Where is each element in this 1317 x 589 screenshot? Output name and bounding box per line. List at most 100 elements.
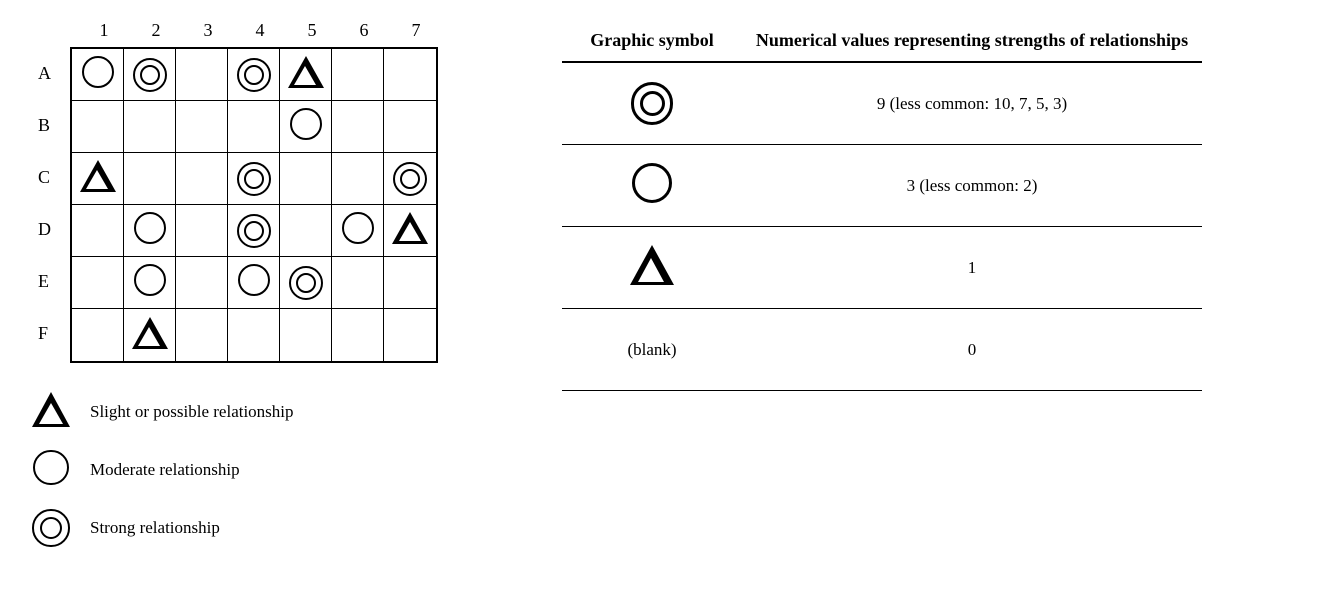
page-container: 1234567 ABCDEF Slight or possible relati… xyxy=(30,20,1287,565)
triangle-icon xyxy=(80,160,116,197)
matrix-cell xyxy=(228,205,280,257)
circle-icon xyxy=(134,212,166,249)
matrix-cell xyxy=(72,49,124,101)
value-table-row: 1 xyxy=(562,227,1202,309)
matrix-cell xyxy=(280,49,332,101)
matrix-cell xyxy=(280,101,332,153)
matrix-cell xyxy=(124,205,176,257)
matrix-cell xyxy=(124,257,176,309)
value-table-body: 9 (less common: 10, 7, 5, 3) 3 (less comm… xyxy=(562,63,1202,391)
column-headers: 1234567 xyxy=(78,20,442,41)
triangle-icon xyxy=(392,212,428,249)
matrix-cell xyxy=(384,257,436,309)
matrix-cell xyxy=(124,153,176,205)
double-circle-icon xyxy=(237,214,271,248)
circle-icon xyxy=(632,163,672,208)
legend-row: Slight or possible relationship xyxy=(30,391,442,433)
column-header: 6 xyxy=(338,20,390,41)
row-header: C xyxy=(30,151,70,203)
value-table-row: 9 (less common: 10, 7, 5, 3) xyxy=(562,63,1202,145)
legend-label: Strong relationship xyxy=(90,518,220,538)
double-circle-icon xyxy=(133,58,167,92)
value-table-symbol-cell: (blank) xyxy=(562,340,742,360)
value-table-value: 9 (less common: 10, 7, 5, 3) xyxy=(742,94,1202,114)
matrix-cell xyxy=(332,101,384,153)
legend: Slight or possible relationship Moderate … xyxy=(30,391,442,549)
row-headers: ABCDEF xyxy=(30,47,70,363)
matrix-cell xyxy=(124,309,176,361)
row-header: E xyxy=(30,255,70,307)
matrix-cell xyxy=(176,153,228,205)
column-header: 7 xyxy=(390,20,442,41)
matrix-cell xyxy=(280,153,332,205)
row-header: D xyxy=(30,203,70,255)
right-panel: Graphic symbol Numerical values represen… xyxy=(562,20,1287,391)
matrix-cell xyxy=(176,49,228,101)
column-header: 1 xyxy=(78,20,130,41)
row-header: A xyxy=(30,47,70,99)
matrix-cell xyxy=(176,309,228,361)
circle-icon xyxy=(342,212,374,249)
circle-icon xyxy=(290,108,322,145)
matrix-cell xyxy=(384,101,436,153)
matrix-cell xyxy=(280,309,332,361)
matrix-cell xyxy=(72,257,124,309)
double-circle-icon xyxy=(289,266,323,300)
value-table-row: (blank) 0 xyxy=(562,309,1202,391)
matrix-cell xyxy=(228,309,280,361)
row-header: B xyxy=(30,99,70,151)
column-header: 2 xyxy=(130,20,182,41)
legend-row: Strong relationship xyxy=(30,507,442,549)
header-symbol: Graphic symbol xyxy=(562,30,742,51)
matrix-cell xyxy=(384,205,436,257)
value-table-symbol-cell xyxy=(562,163,742,208)
matrix-cell xyxy=(228,257,280,309)
matrix-cell xyxy=(72,101,124,153)
matrix-cell xyxy=(384,309,436,361)
legend-icon-slot xyxy=(30,391,72,433)
matrix-cell xyxy=(332,257,384,309)
matrix-cell xyxy=(124,101,176,153)
triangle-icon xyxy=(132,317,168,354)
matrix-cell xyxy=(228,153,280,205)
double-circle-icon xyxy=(237,58,271,92)
matrix-cell xyxy=(72,309,124,361)
circle-icon xyxy=(33,450,68,490)
matrix-cell xyxy=(72,153,124,205)
legend-icon-slot xyxy=(30,449,72,491)
matrix-cell xyxy=(176,101,228,153)
legend-icon-slot xyxy=(30,507,72,549)
double-circle-icon xyxy=(237,162,271,196)
value-table-symbol-cell xyxy=(562,82,742,125)
matrix-cell xyxy=(332,49,384,101)
left-panel: 1234567 ABCDEF Slight or possible relati… xyxy=(30,20,442,565)
value-table-value: 1 xyxy=(742,258,1202,278)
legend-row: Moderate relationship xyxy=(30,449,442,491)
matrix-cell xyxy=(280,205,332,257)
header-value: Numerical values representing strengths … xyxy=(742,30,1202,51)
column-header: 3 xyxy=(182,20,234,41)
matrix-cell xyxy=(228,101,280,153)
matrix-cell xyxy=(280,257,332,309)
blank-text: (blank) xyxy=(627,340,676,360)
matrix-cell xyxy=(384,153,436,205)
value-table-symbol-cell xyxy=(562,245,742,290)
matrix-cell xyxy=(332,309,384,361)
triangle-icon xyxy=(630,245,674,290)
value-table-value: 3 (less common: 2) xyxy=(742,176,1202,196)
value-table-value: 0 xyxy=(742,340,1202,360)
matrix-cell xyxy=(72,205,124,257)
triangle-icon xyxy=(32,392,70,432)
matrix-cell xyxy=(124,49,176,101)
circle-icon xyxy=(238,264,270,301)
value-table-header: Graphic symbol Numerical values represen… xyxy=(562,30,1202,63)
column-header: 5 xyxy=(286,20,338,41)
matrix-cell xyxy=(228,49,280,101)
double-circle-icon xyxy=(393,162,427,196)
value-table: Graphic symbol Numerical values represen… xyxy=(562,30,1202,391)
matrix-block: ABCDEF xyxy=(30,47,442,363)
matrix-cell xyxy=(384,49,436,101)
matrix-cell xyxy=(332,205,384,257)
legend-label: Moderate relationship xyxy=(90,460,240,480)
double-circle-icon xyxy=(631,82,674,125)
